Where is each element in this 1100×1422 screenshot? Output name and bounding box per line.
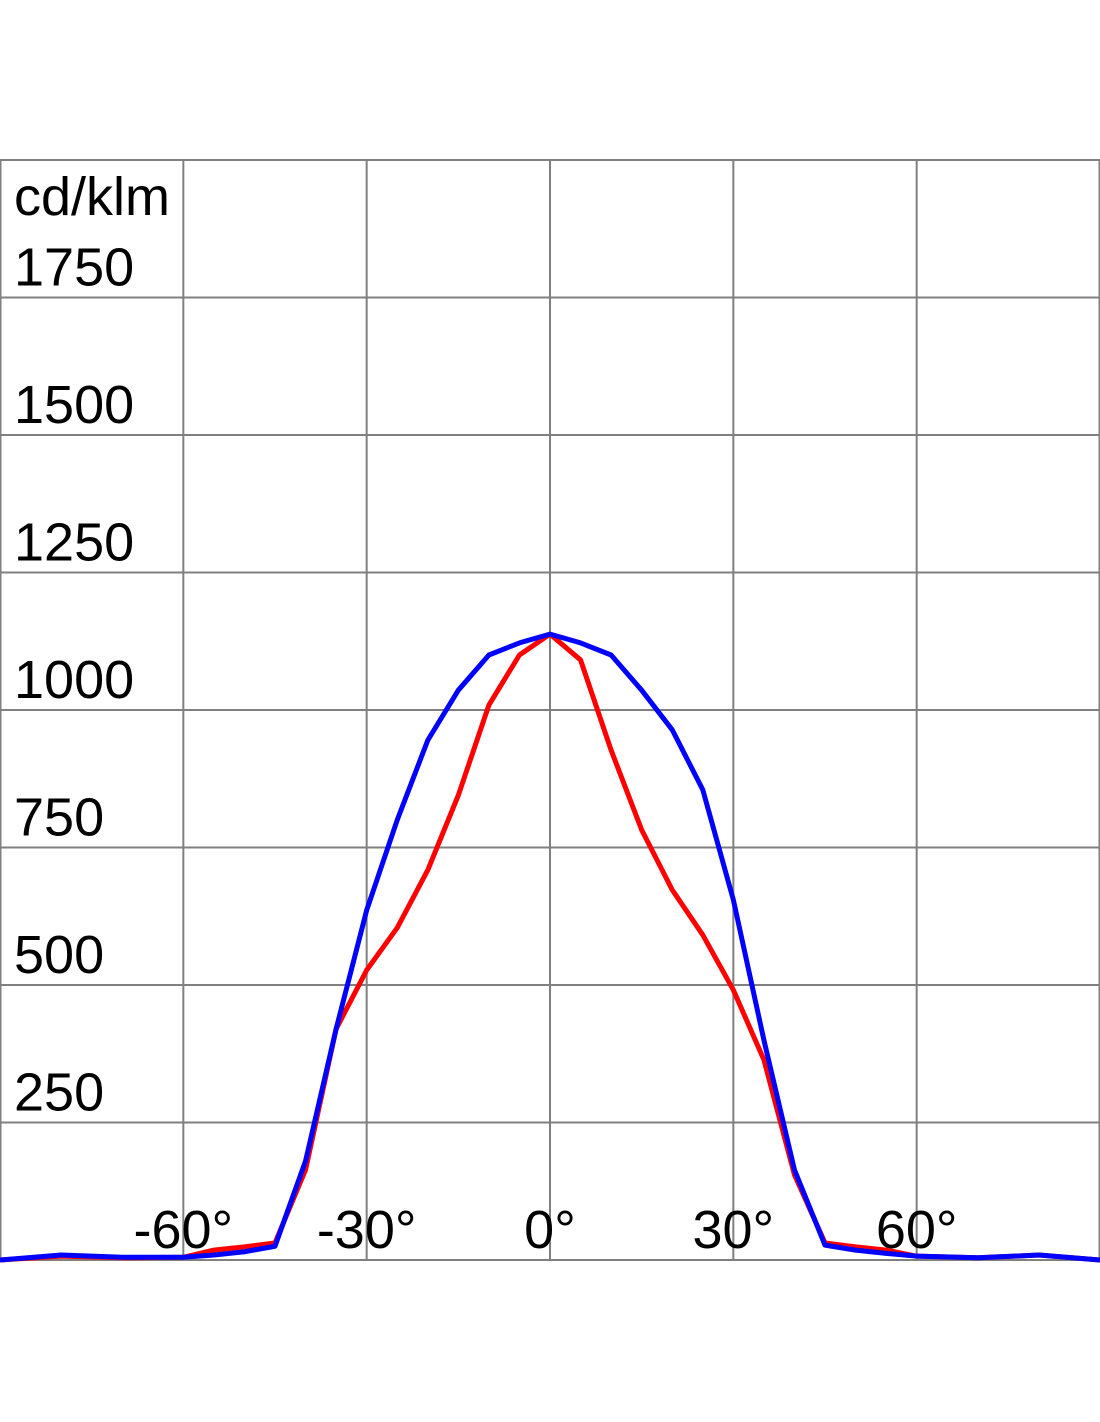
y-tick-label: 1500 bbox=[14, 375, 134, 435]
y-tick-label: 1250 bbox=[14, 513, 134, 573]
y-tick-label: 1000 bbox=[14, 650, 134, 710]
data-line bbox=[0, 631, 1100, 1263]
x-tick-label: -30° bbox=[317, 1200, 417, 1260]
x-tick-label: 30° bbox=[692, 1200, 774, 1260]
y-tick-label: 750 bbox=[14, 788, 104, 848]
y-tick-label: 1750 bbox=[14, 238, 134, 298]
y-tick-label: 500 bbox=[14, 925, 104, 985]
x-tick-label: 0° bbox=[524, 1200, 576, 1260]
y-axis-unit: cd/klm bbox=[14, 167, 170, 227]
y-tick-label: 250 bbox=[14, 1063, 104, 1123]
